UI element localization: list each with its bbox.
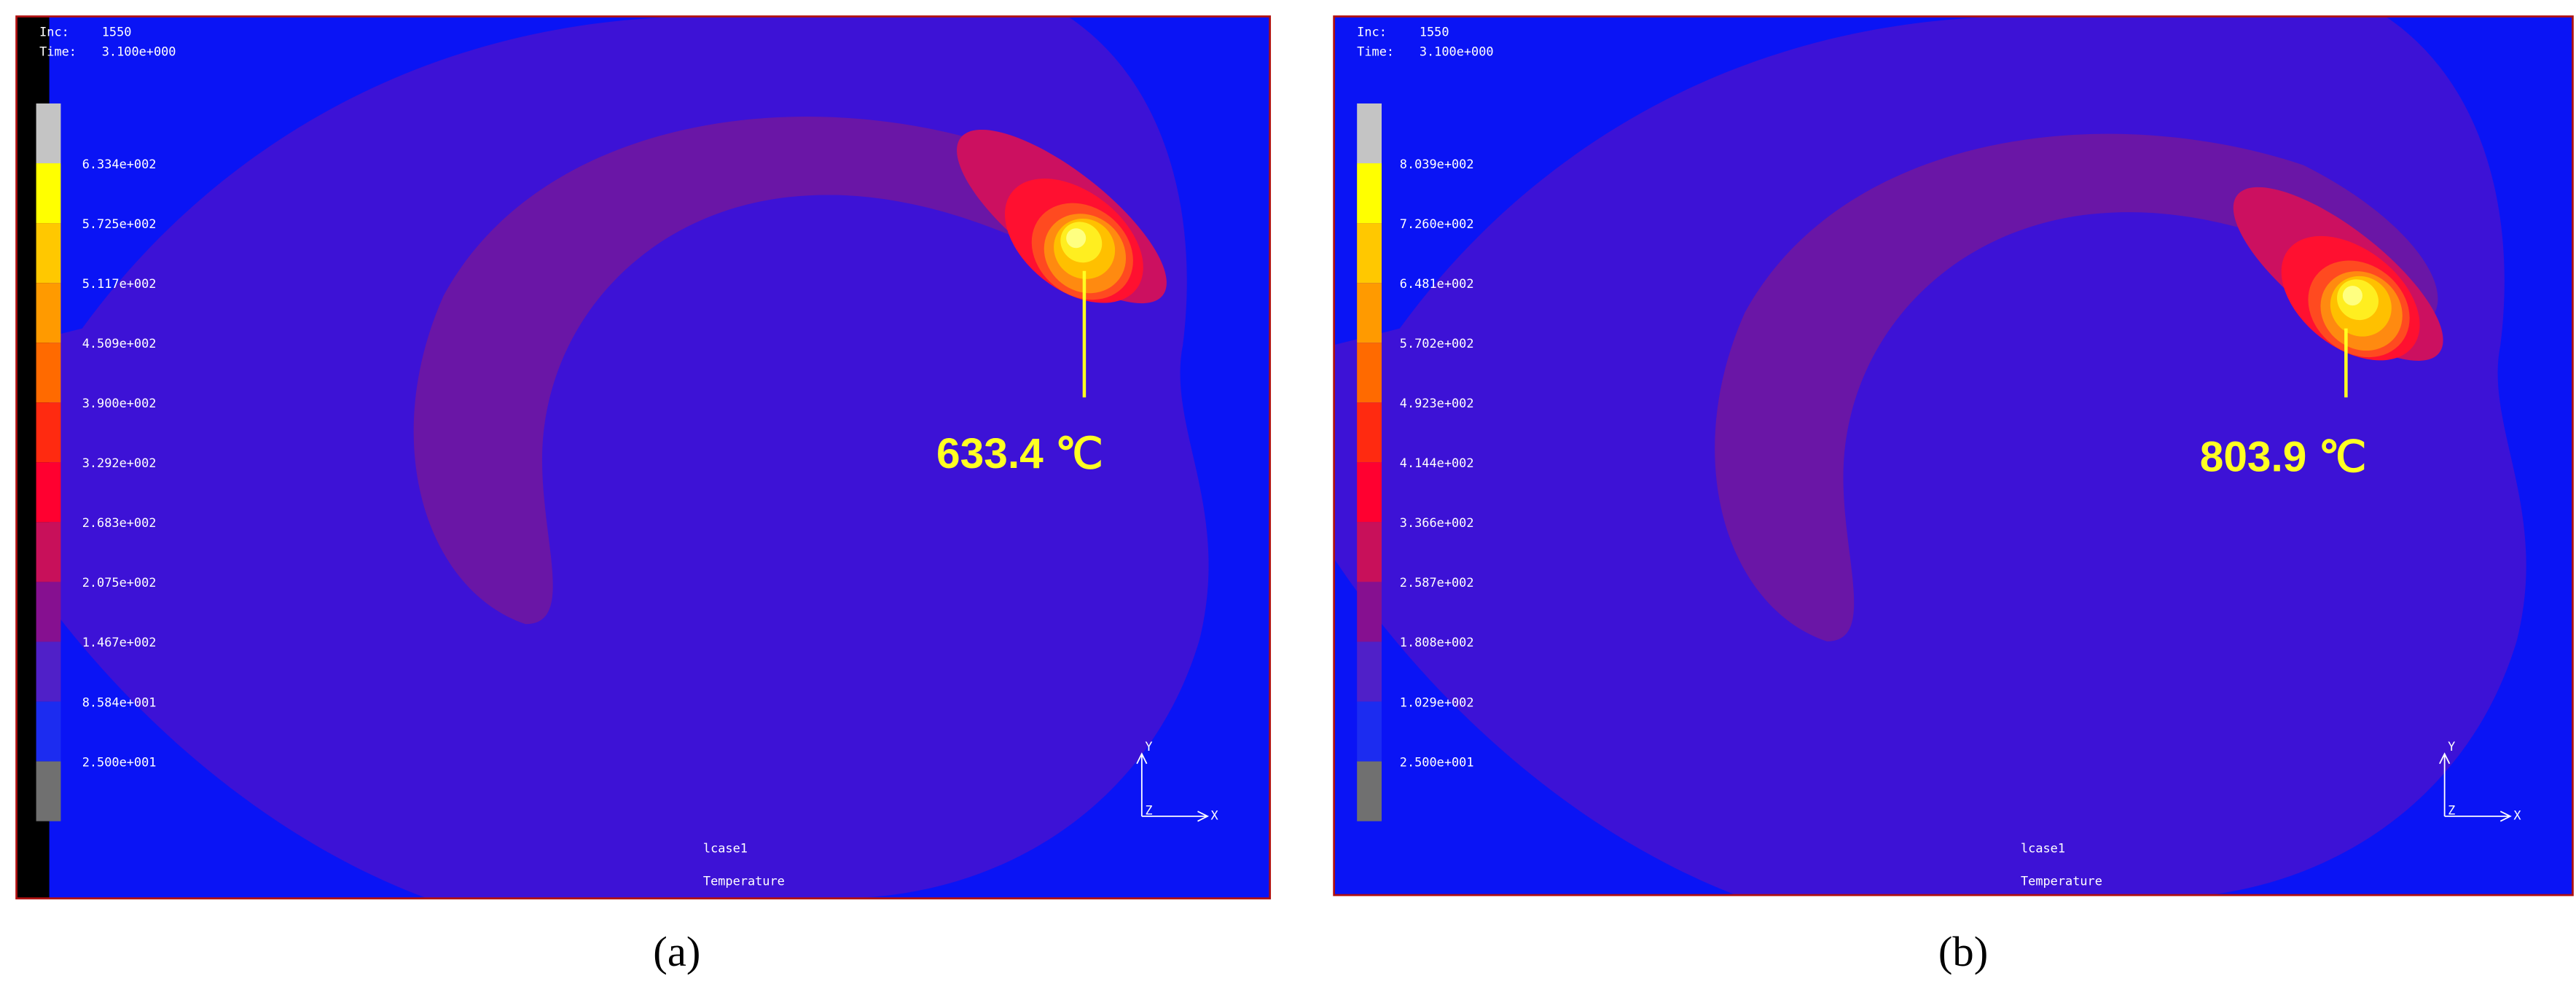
axis-y: Y xyxy=(1145,739,1152,754)
legend-swatch xyxy=(36,163,61,224)
caption: (b) xyxy=(1938,928,1988,975)
crescent xyxy=(413,116,1137,625)
legend-label: 4.923e+002 xyxy=(1400,396,1474,410)
legend-swatch xyxy=(1357,761,1382,821)
caption: (a) xyxy=(653,928,700,975)
quantity: Temperature xyxy=(703,874,785,888)
legend-swatch xyxy=(1357,343,1382,403)
border xyxy=(1333,15,2574,897)
legend-swatch xyxy=(36,402,61,463)
legend-label: 8.584e+001 xyxy=(82,695,157,709)
legend-swatch xyxy=(1357,462,1382,523)
hot-spot xyxy=(2233,187,2443,361)
hot-spot xyxy=(957,129,1167,304)
legend-swatch xyxy=(1357,641,1382,702)
legend-label: 6.334e+002 xyxy=(82,157,157,171)
legend-swatch xyxy=(36,462,61,523)
quantity: Temperature xyxy=(2021,874,2102,888)
legend-swatch xyxy=(36,761,61,821)
legend-label: 3.900e+002 xyxy=(82,396,157,410)
load-case: lcase1 xyxy=(2021,840,2065,855)
load-case: lcase1 xyxy=(703,840,748,855)
legend-label: 1.808e+002 xyxy=(1400,635,1474,649)
legend-swatch xyxy=(1357,103,1382,164)
legend-swatch xyxy=(1357,283,1382,343)
legend-swatch xyxy=(36,701,61,762)
peak xyxy=(2342,286,2362,306)
legend-label: 2.500e+001 xyxy=(1400,754,1474,769)
axis-triad xyxy=(2439,752,2512,822)
axis-z: Z xyxy=(1145,803,1152,818)
legend-swatch xyxy=(1357,402,1382,463)
legend-label: 2.683e+002 xyxy=(82,515,157,530)
inc-label: Inc: xyxy=(1357,25,1387,39)
legend-label: 7.260e+002 xyxy=(1400,216,1474,231)
legend-label: 5.702e+002 xyxy=(1400,336,1474,351)
time: 3.100e+000 xyxy=(102,44,176,59)
warm-region xyxy=(1334,16,2526,896)
axis-x: X xyxy=(2513,808,2521,822)
inc: 1550 xyxy=(102,25,132,39)
border xyxy=(15,15,1272,899)
annotation: 803.9 ℃ xyxy=(2200,434,2367,481)
legend-swatch xyxy=(36,641,61,702)
legend-label: 4.144e+002 xyxy=(1400,456,1474,470)
warm-region xyxy=(16,16,1209,899)
inc-label: Inc: xyxy=(39,25,69,39)
peak xyxy=(1066,228,1087,249)
legend-swatch xyxy=(36,223,61,284)
viewport xyxy=(1334,16,2573,896)
legend-label: 1.029e+002 xyxy=(1400,695,1474,709)
legend-swatch xyxy=(1357,522,1382,582)
viewport xyxy=(16,16,1270,899)
crescent xyxy=(1715,133,2438,641)
legend-label: 6.481e+002 xyxy=(1400,276,1474,291)
legend-label: 5.725e+002 xyxy=(82,216,157,231)
legend-swatch xyxy=(36,343,61,403)
inc: 1550 xyxy=(1420,25,1449,39)
time: 3.100e+000 xyxy=(1420,44,1494,59)
legend-swatch xyxy=(1357,701,1382,762)
legend-swatch xyxy=(36,283,61,343)
panel: Inc: 1550 Time: 3.100e+000 6.334e+002 5.725e+… xyxy=(15,15,1272,899)
time-label: Time: xyxy=(1357,44,1394,59)
annotation: 633.4 ℃ xyxy=(936,430,1103,477)
axis-z: Z xyxy=(2448,803,2455,818)
legend-label: 1.467e+002 xyxy=(82,635,157,649)
legend-label: 2.075e+002 xyxy=(82,575,157,590)
axis-triad xyxy=(1136,752,1210,822)
axis-x: X xyxy=(1211,808,1219,822)
legend-swatch xyxy=(1357,582,1382,642)
time-label: Time: xyxy=(39,44,77,59)
legend-label: 5.117e+002 xyxy=(82,276,157,291)
legend-swatch xyxy=(36,103,61,164)
legend-swatch xyxy=(36,522,61,582)
legend-label: 2.587e+002 xyxy=(1400,575,1474,590)
legend-swatch xyxy=(1357,163,1382,224)
legend-swatch xyxy=(1357,223,1382,284)
panel: Inc: 1550 Time: 3.100e+000 8.039e+002 7.260e+… xyxy=(1333,15,2574,897)
axis-y: Y xyxy=(2448,739,2455,754)
legend-label: 2.500e+001 xyxy=(82,754,157,769)
legend-label: 8.039e+002 xyxy=(1400,157,1474,171)
legend-swatch xyxy=(36,582,61,642)
legend-label: 4.509e+002 xyxy=(82,336,157,351)
legend-label: 3.292e+002 xyxy=(82,456,157,470)
legend-label: 3.366e+002 xyxy=(1400,515,1474,530)
